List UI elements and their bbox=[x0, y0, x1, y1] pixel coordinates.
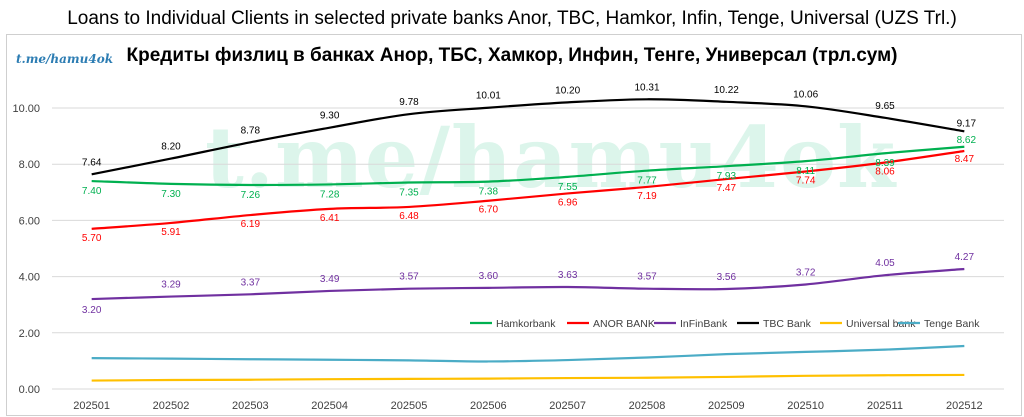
data-label: 3.57 bbox=[637, 272, 657, 283]
data-label: 9.30 bbox=[320, 111, 340, 122]
y-tick-label: 2.00 bbox=[19, 328, 40, 340]
data-label: 10.22 bbox=[714, 85, 739, 96]
chart-title: Loans to Individual Clients in selected … bbox=[67, 8, 957, 29]
legend-label: TBC Bank bbox=[763, 318, 812, 330]
series-lines bbox=[91, 98, 965, 382]
data-label: 6.19 bbox=[241, 219, 261, 230]
data-label: 10.20 bbox=[555, 85, 580, 96]
series-line-universal-bank bbox=[91, 373, 965, 382]
data-label: 8.78 bbox=[241, 125, 261, 136]
series-line-tbc-bank bbox=[91, 98, 965, 176]
data-labels: 7.40 7.30 7.26 7.28 7.35 7.38 7.55 7.77 7.93 8.11… bbox=[82, 82, 977, 316]
data-label: 3.57 bbox=[399, 272, 419, 283]
data-label: 8.47 bbox=[955, 154, 975, 165]
data-label: 10.01 bbox=[476, 91, 501, 102]
chart-area bbox=[6, 34, 1022, 416]
x-tick-label: 202509 bbox=[708, 400, 745, 412]
data-label: 4.05 bbox=[875, 258, 895, 269]
x-tick-label: 202504 bbox=[311, 400, 348, 412]
x-tick-label: 202501 bbox=[73, 400, 110, 412]
data-label: 3.29 bbox=[161, 280, 181, 291]
y-tick-label: 8.00 bbox=[19, 159, 40, 171]
data-label: 7.77 bbox=[637, 176, 657, 187]
x-tick-label: 202506 bbox=[470, 400, 507, 412]
data-label: 9.17 bbox=[957, 118, 977, 129]
data-label: 7.74 bbox=[796, 176, 816, 187]
x-tick-label: 202508 bbox=[629, 400, 666, 412]
data-label: 6.41 bbox=[320, 213, 340, 224]
y-tick-label: 6.00 bbox=[19, 215, 40, 227]
legend-label: Universal bank bbox=[846, 318, 916, 330]
data-label: 6.96 bbox=[558, 197, 578, 208]
legend-label: InFinBank bbox=[680, 318, 728, 330]
data-label: 7.47 bbox=[717, 183, 737, 194]
legend-label: Tenge Bank bbox=[924, 318, 980, 330]
legend: Hamkorbank ANOR BANK InFinBank TBC Bank Univ… bbox=[470, 318, 980, 330]
data-label: 3.60 bbox=[479, 271, 499, 282]
legend-label: ANOR BANK bbox=[593, 318, 655, 330]
data-label: 8.39 bbox=[875, 158, 895, 169]
data-label: 3.72 bbox=[796, 267, 816, 278]
chart-subtitle: Кредиты физлиц в банках Анор, ТБС, Хамко… bbox=[126, 45, 898, 66]
data-label: 8.11 bbox=[796, 166, 815, 177]
data-label: 7.93 bbox=[717, 171, 737, 182]
data-label: 6.70 bbox=[479, 205, 499, 216]
data-label: 9.65 bbox=[875, 101, 895, 112]
data-label: 5.70 bbox=[82, 233, 102, 244]
data-label: 3.49 bbox=[320, 274, 340, 285]
data-label: 3.20 bbox=[82, 305, 102, 316]
data-label: 7.35 bbox=[399, 187, 419, 198]
y-tick-label: 10.00 bbox=[12, 103, 40, 115]
series-line-hamkorbank bbox=[91, 145, 965, 187]
data-label: 7.28 bbox=[320, 189, 340, 200]
x-axis: 202501 202502 202503 202504 202505 202506 2025… bbox=[73, 400, 982, 412]
watermark-link[interactable]: t.me/hamu4ok bbox=[16, 52, 114, 66]
series-line-anor-bank bbox=[91, 149, 965, 230]
x-tick-label: 202502 bbox=[153, 400, 190, 412]
legend-label: Hamkorbank bbox=[496, 318, 556, 330]
data-label: 3.56 bbox=[717, 272, 737, 283]
data-label: 8.20 bbox=[161, 142, 181, 153]
y-tick-label: 0.00 bbox=[19, 384, 40, 396]
data-label: 5.91 bbox=[161, 227, 181, 238]
data-label: 7.40 bbox=[82, 186, 102, 197]
x-tick-label: 202507 bbox=[549, 400, 586, 412]
x-tick-label: 202503 bbox=[232, 400, 269, 412]
data-label: 7.19 bbox=[637, 191, 657, 202]
data-label: 10.31 bbox=[634, 82, 659, 93]
series-line-infinbank bbox=[91, 267, 965, 301]
data-label: 7.64 bbox=[82, 157, 102, 168]
data-label: 7.26 bbox=[241, 190, 261, 201]
data-label: 3.37 bbox=[241, 277, 261, 288]
x-tick-label: 202505 bbox=[391, 400, 428, 412]
data-label: 7.38 bbox=[479, 187, 499, 198]
data-label: 3.63 bbox=[558, 270, 578, 281]
x-tick-label: 202510 bbox=[787, 400, 824, 412]
data-label: 7.30 bbox=[161, 189, 181, 200]
x-tick-label: 202511 bbox=[867, 400, 903, 412]
data-label: 6.48 bbox=[399, 211, 419, 222]
x-tick-label: 202512 bbox=[946, 400, 983, 412]
data-label: 7.55 bbox=[558, 182, 578, 193]
data-label: 9.78 bbox=[399, 97, 419, 108]
data-label: 8.62 bbox=[957, 135, 977, 146]
data-label: 4.27 bbox=[955, 252, 975, 263]
data-label: 8.06 bbox=[875, 167, 895, 178]
y-axis: 0.00 2.00 4.00 6.00 8.00 10.00 bbox=[12, 103, 40, 396]
y-tick-label: 4.00 bbox=[19, 272, 40, 284]
data-label: 10.06 bbox=[793, 89, 818, 100]
series-line-tenge-bank bbox=[91, 344, 965, 363]
gridlines bbox=[52, 107, 1004, 390]
